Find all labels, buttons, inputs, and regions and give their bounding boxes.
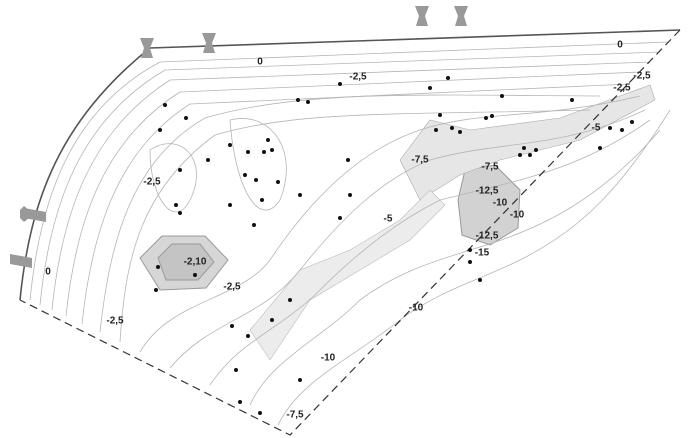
sounding-point	[270, 318, 274, 322]
sounding-point	[174, 203, 178, 207]
sounding-point	[238, 400, 242, 404]
sounding-point	[276, 180, 280, 184]
contour-label: -2,5	[223, 282, 241, 293]
sounding-point	[234, 368, 238, 372]
sounding-point	[246, 150, 250, 154]
contour-label: -2,10	[184, 257, 207, 268]
contour-label: -10	[409, 303, 424, 314]
contour-label: -2,5	[143, 177, 161, 188]
sounding-point	[228, 143, 232, 147]
sounding-point	[184, 116, 188, 120]
sounding-point	[306, 100, 310, 104]
sounding-point	[206, 158, 210, 162]
sounding-point	[468, 260, 472, 264]
sounding-point	[254, 178, 258, 182]
contour-label: -10	[321, 353, 336, 364]
contour-label: -15	[475, 248, 490, 259]
sounding-point	[484, 116, 488, 120]
sounding-point	[478, 278, 482, 282]
sounding-point	[298, 378, 302, 382]
contour-label: -2,5	[613, 83, 631, 94]
sounding-point	[288, 298, 292, 302]
page: 0 0 0 -2,5 -2,5 -2,5 -2,5 -2,5 -2,5 -2,1…	[0, 0, 691, 438]
sounding-point	[500, 94, 504, 98]
sounding-point	[630, 120, 634, 124]
contour-label: 0	[45, 267, 51, 278]
sounding-point	[266, 138, 270, 142]
sounding-point	[534, 148, 538, 152]
contour-label: -2,5	[106, 316, 124, 327]
sounding-point	[243, 173, 247, 177]
sounding-point	[158, 128, 162, 132]
sounding-point	[246, 334, 250, 338]
sounding-point	[262, 150, 266, 154]
sounding-point	[438, 113, 442, 117]
sounding-point	[178, 168, 182, 172]
sounding-point	[446, 76, 450, 80]
sounding-point	[156, 265, 160, 269]
contour-label: -12,5	[476, 231, 499, 242]
sounding-point	[338, 82, 342, 86]
contour-label: -7,5	[481, 162, 499, 173]
sounding-point	[458, 130, 462, 134]
contour-label: -5	[384, 214, 393, 225]
contour-map: 0 0 0 -2,5 -2,5 -2,5 -2,5 -2,5 -2,5 -2,1…	[0, 0, 691, 438]
contour-label: 0	[617, 40, 623, 51]
sounding-point	[598, 146, 602, 150]
contour-label: -5	[592, 123, 601, 134]
sounding-point	[260, 198, 264, 202]
sounding-point	[608, 126, 612, 130]
sounding-point	[348, 193, 352, 197]
sounding-point	[570, 98, 574, 102]
contour-label: -7,5	[411, 155, 429, 166]
sounding-point	[620, 128, 624, 132]
sounding-point	[154, 288, 158, 292]
sounding-point	[258, 411, 262, 415]
sounding-point	[450, 126, 454, 130]
sounding-point	[468, 248, 472, 252]
contour-label: -2,5	[633, 71, 651, 82]
contour-label: -2,5	[349, 72, 367, 83]
sounding-point	[434, 128, 438, 132]
sounding-point	[346, 158, 350, 162]
sounding-point	[298, 193, 302, 197]
sounding-point	[178, 211, 182, 215]
sounding-point	[252, 223, 256, 227]
contour-label: -12,5	[476, 186, 499, 197]
contour-lines	[30, 42, 670, 425]
sounding-point	[518, 153, 522, 157]
sounding-point	[490, 114, 494, 118]
sounding-point	[522, 146, 526, 150]
contour-label: -10	[493, 198, 508, 209]
sounding-point	[296, 98, 300, 102]
sounding-point	[338, 216, 342, 220]
sounding-point	[193, 273, 197, 277]
sounding-point	[428, 86, 432, 90]
sounding-point	[163, 103, 167, 107]
contour-label: -10	[510, 210, 525, 221]
sounding-point	[228, 203, 232, 207]
contour-label: 0	[257, 57, 263, 68]
sounding-point	[528, 153, 532, 157]
sounding-point	[270, 148, 274, 152]
contour-label: -7,5	[286, 410, 304, 421]
sounding-point	[230, 324, 234, 328]
